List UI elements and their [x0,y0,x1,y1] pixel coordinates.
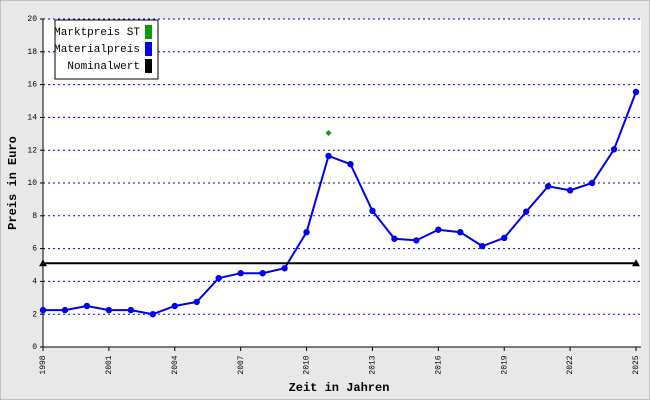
line [43,91,637,316]
point [303,229,310,236]
legend-swatch [145,25,152,39]
y-tick-label: 16 [27,81,37,90]
point [391,235,398,242]
point [171,302,178,310]
y-tick-label: 4 [32,278,37,287]
x-tick-label: 2004 [171,355,180,374]
point [610,146,618,153]
legend-box [54,19,159,80]
point [632,259,640,267]
point [39,306,47,314]
legend-label: Nominalwert [67,61,140,73]
point [237,270,244,277]
point [325,129,332,136]
legend-swatch [145,42,152,56]
y-tick-label: 18 [27,48,37,57]
legend-label: Materialpreis [54,44,140,56]
y-axis-title: Preis in Euro [6,136,20,230]
x-axis-title: Zeit in Jahren [289,381,390,395]
y-tick-label: 0 [32,343,37,352]
legend-swatch [145,59,152,73]
point [127,306,135,314]
point [281,265,288,272]
x-tick-label: 2022 [566,355,575,374]
y-tick-label: 6 [32,245,37,254]
point [479,242,486,250]
point [105,306,113,314]
point [544,183,552,190]
y-tick-label: 20 [27,15,37,24]
point [149,311,157,318]
point [457,229,464,236]
point [369,207,376,215]
y-tick-label: 14 [27,114,37,123]
legend-label: Marktpreis ST [54,27,140,39]
point [413,237,420,244]
point [522,208,530,215]
y-tick-label: 2 [32,310,37,319]
x-tick-label: 2001 [105,355,114,374]
point [347,160,354,168]
point [61,306,69,314]
point [566,187,574,194]
point [435,226,442,233]
x-tick-label: 2007 [237,355,246,374]
y-tick-label: 12 [27,146,37,155]
point [588,179,596,187]
x-tick-label: 2013 [369,355,378,374]
x-tick-label: 2019 [500,355,509,374]
point [259,270,266,277]
x-tick-label: 1998 [39,355,48,374]
x-tick-label: 2025 [632,355,641,374]
point [632,88,640,96]
point [215,274,222,282]
y-tick-label: 8 [32,212,37,221]
point [193,298,200,306]
point [325,152,332,160]
x-tick-label: 2010 [303,355,312,374]
y-tick-label: 10 [27,179,37,188]
point [501,234,508,242]
x-tick-label: 2016 [434,355,443,374]
point [39,259,47,267]
point [83,302,91,310]
